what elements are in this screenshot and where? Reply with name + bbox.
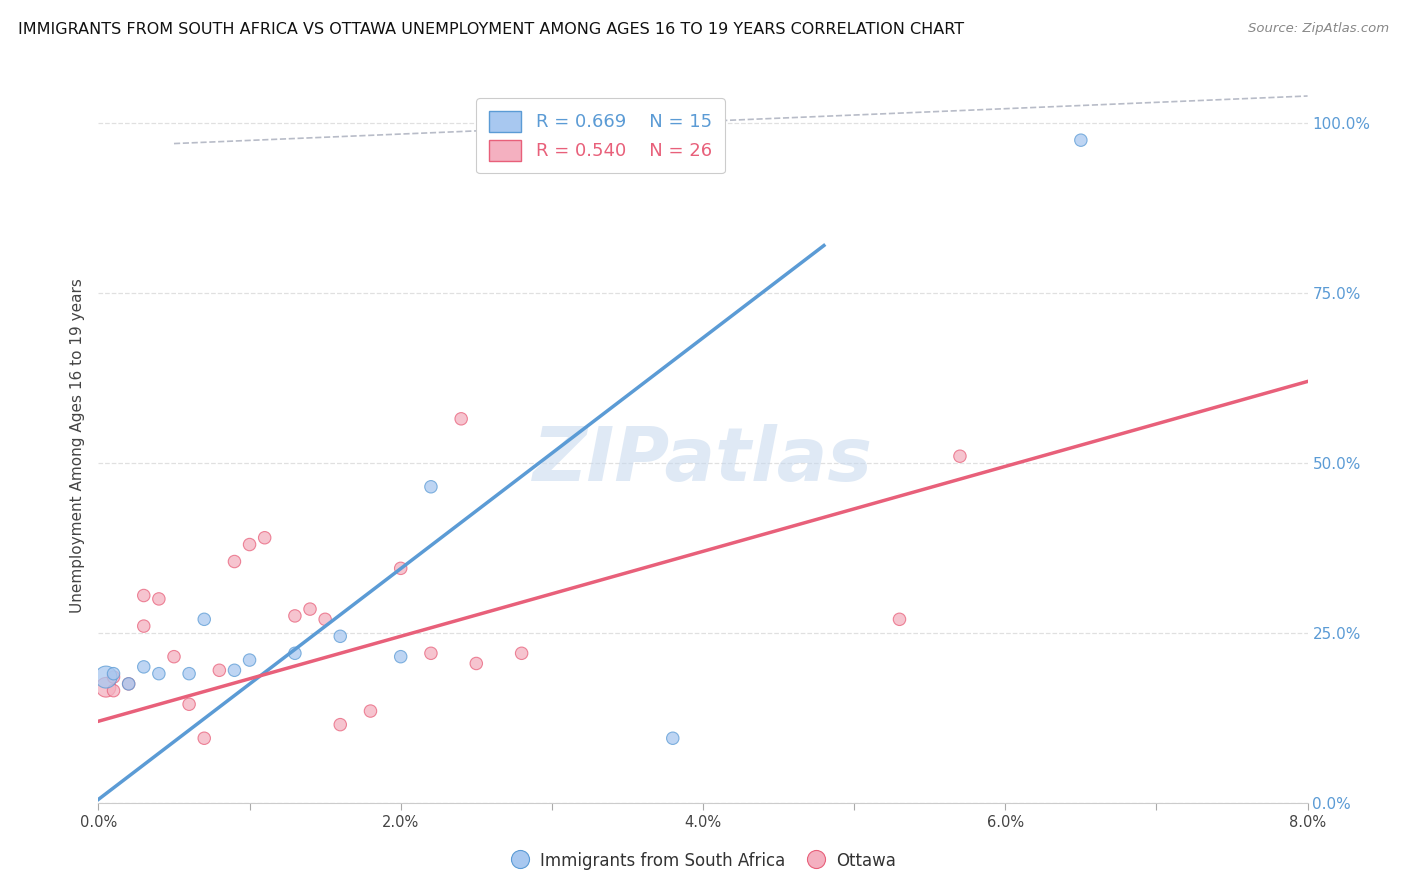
Point [94,670,117,684]
Point [132,589,155,603]
Point [389,561,412,575]
Point [329,629,352,643]
Point [253,531,276,545]
Point [420,480,443,494]
Point [132,660,155,674]
Point [284,608,307,623]
Point [148,591,170,606]
Point [239,537,262,551]
Point [450,412,472,426]
Point [1070,133,1092,147]
Point [360,704,382,718]
Point [510,646,533,660]
Point [314,612,336,626]
Point [889,612,911,626]
Point [329,717,352,731]
Legend: Immigrants from South Africa, Ottawa: Immigrants from South Africa, Ottawa [503,846,903,877]
Point [118,677,141,691]
Point [103,683,125,698]
Point [163,649,186,664]
Y-axis label: Unemployment Among Ages 16 to 19 years: Unemployment Among Ages 16 to 19 years [69,278,84,614]
Text: Source: ZipAtlas.com: Source: ZipAtlas.com [1249,22,1389,36]
Point [179,698,201,712]
Point [420,646,443,660]
Point [299,602,322,616]
Point [208,663,231,677]
Point [239,653,262,667]
Point [94,680,117,694]
Point [224,555,246,569]
Point [148,666,170,681]
Point [224,663,246,677]
Point [132,619,155,633]
Point [465,657,488,671]
Point [193,612,215,626]
Text: IMMIGRANTS FROM SOUTH AFRICA VS OTTAWA UNEMPLOYMENT AMONG AGES 16 TO 19 YEARS CO: IMMIGRANTS FROM SOUTH AFRICA VS OTTAWA U… [18,22,965,37]
Point [389,649,412,664]
Point [103,670,125,684]
Point [118,677,141,691]
Point [193,731,215,746]
Point [103,666,125,681]
Point [662,731,685,746]
Text: ZIPatlas: ZIPatlas [533,424,873,497]
Point [284,646,307,660]
Point [949,449,972,463]
Point [179,666,201,681]
